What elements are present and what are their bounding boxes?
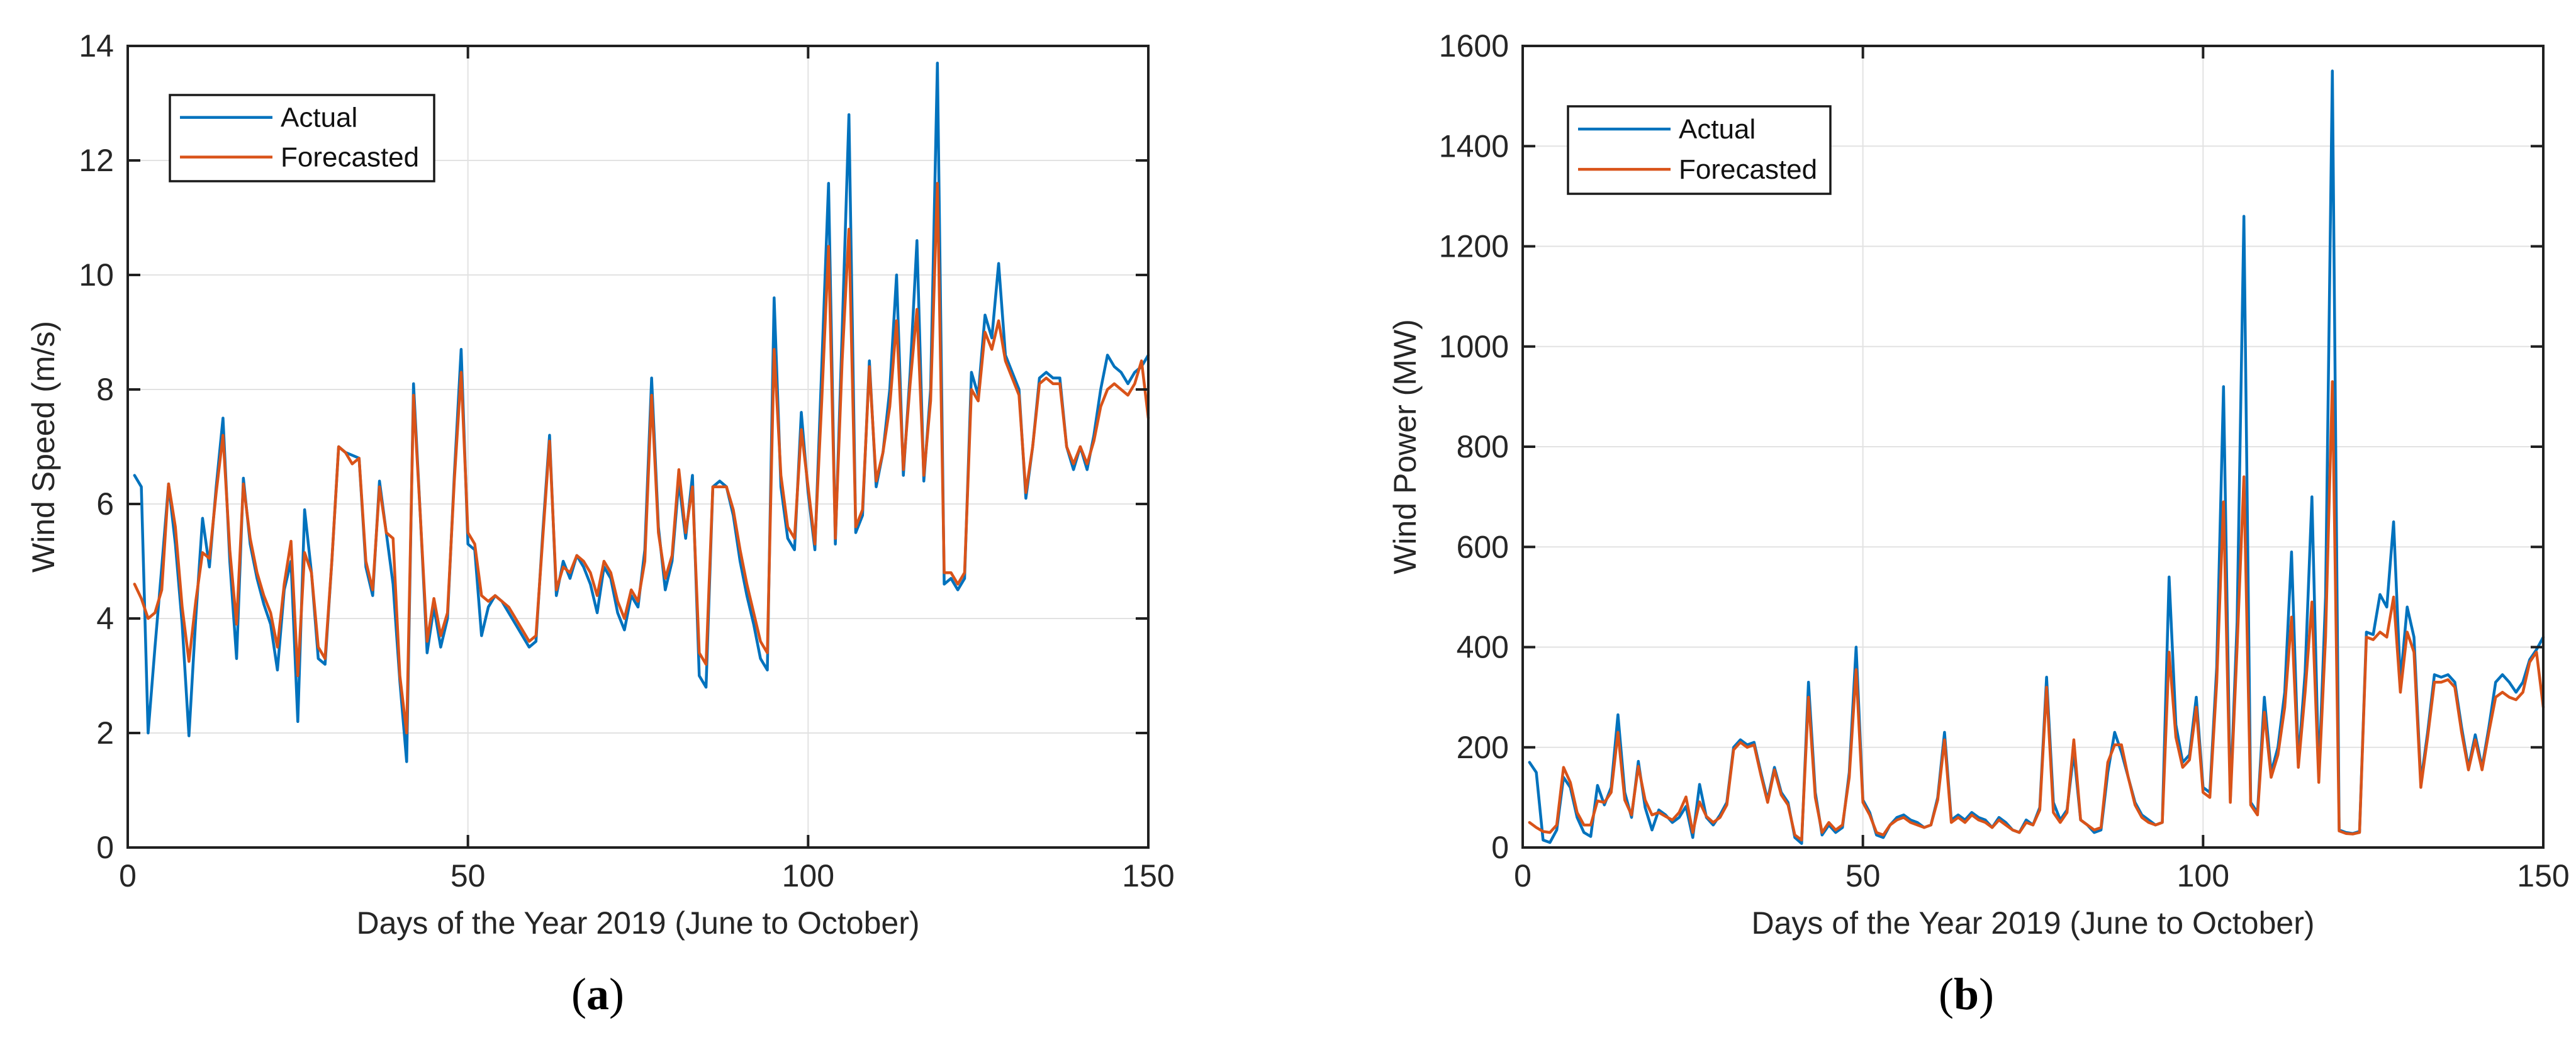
legend: Actual Forecasted <box>169 94 435 182</box>
forecasted-series-line <box>133 182 1150 735</box>
legend-actual-label: Actual <box>281 103 357 133</box>
x-tick-label: 50 <box>451 858 486 893</box>
y-tick-label: 200 <box>1457 730 1509 765</box>
y-tick-label: 8 <box>96 372 114 407</box>
y-tick-label: 1600 <box>1439 28 1509 64</box>
legend-forecasted-label: Forecasted <box>1679 154 1817 185</box>
legend-box <box>169 94 435 182</box>
x-axis-label: Days of the Year 2019 (June to October) <box>1752 905 2315 941</box>
x-tick-label: 100 <box>782 858 834 893</box>
x-axis-label: Days of the Year 2019 (June to October) <box>357 905 920 941</box>
wind-power-plot: 0 50 100 150 0 200 400 600 800 1000 1200 1400 1600 Da… <box>1387 28 2570 1019</box>
panel-caption: (b) <box>1939 969 1994 1019</box>
y-axis-label: Wind Power (MW) <box>1387 319 1423 574</box>
legend-actual-label: Actual <box>1679 114 1756 145</box>
x-tick-label: 0 <box>1514 858 1532 893</box>
legend-forecasted-label: Forecasted <box>281 142 419 173</box>
y-tick-label: 1000 <box>1439 329 1509 364</box>
wind-speed-chart: 0 50 100 150 0 2 4 6 8 10 12 14 Days of the Year 201… <box>26 28 1175 1019</box>
y-tick-label: 2 <box>96 715 114 751</box>
y-tick-label: 800 <box>1457 429 1509 464</box>
x-tick-label: 100 <box>2177 858 2229 893</box>
y-tick-label: 400 <box>1457 630 1509 665</box>
legend: Actual Forecasted <box>1567 105 1832 195</box>
x-tick-label: 150 <box>2517 858 2569 893</box>
y-tick-label: 600 <box>1457 529 1509 564</box>
y-tick-label: 14 <box>79 28 114 64</box>
y-axis-label: Wind Speed (m/s) <box>26 321 61 573</box>
y-tick-label: 6 <box>96 486 114 522</box>
y-tick-label: 1200 <box>1439 229 1509 264</box>
forecasted-series-line <box>1528 380 2545 842</box>
y-tick-label: 10 <box>79 257 114 293</box>
wind-speed-plot: 0 50 100 150 0 2 4 6 8 10 12 14 Days of the Year 201… <box>26 28 1175 1019</box>
x-tick-label: 0 <box>119 858 137 893</box>
x-tick-label: 150 <box>1122 858 1174 893</box>
y-tick-label: 1400 <box>1439 128 1509 164</box>
x-tick-label: 50 <box>1845 858 1881 893</box>
y-tick-label: 4 <box>96 601 114 636</box>
y-tick-label: 12 <box>79 143 114 178</box>
panel-caption: (a) <box>571 969 624 1019</box>
y-tick-label: 0 <box>1491 830 1509 865</box>
wind-power-chart: 0 50 100 150 0 200 400 600 800 1000 1200 1400 1600 Da… <box>1288 0 2576 1052</box>
plot-border <box>126 45 1150 849</box>
y-tick-label: 0 <box>96 830 114 865</box>
legend-box <box>1567 105 1832 195</box>
